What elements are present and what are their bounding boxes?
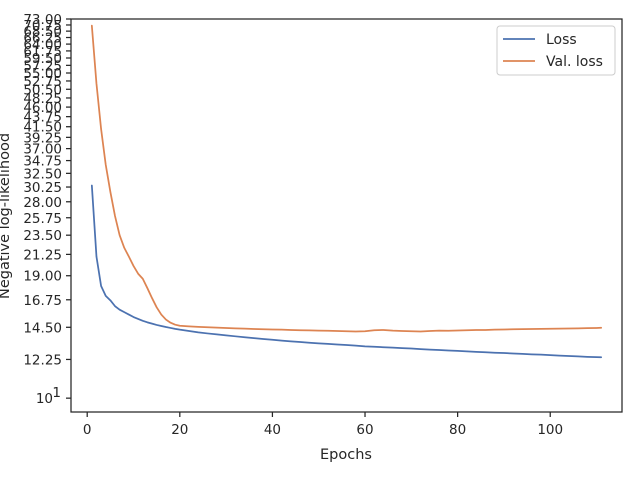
x-tick-label: 60	[356, 422, 373, 438]
y-axis-label: Negative log-likelihood	[0, 133, 13, 299]
x-axis-ticks: 0 20 40 60 80 100	[83, 412, 563, 438]
series-line-loss	[90, 184, 603, 359]
plot-frame	[70, 18, 623, 413]
y-tick-label: 68.50	[23, 24, 62, 40]
y-tick-label: 66.25	[23, 31, 62, 47]
x-axis-label: Epochs	[320, 447, 372, 463]
y-tick-label: 23.50	[23, 228, 62, 244]
y-axis-ticks: 10 1 12.25 14.50 16.75 19.00 21.25 23.5025.7528…	[23, 12, 71, 407]
x-tick-label: 0	[83, 422, 92, 438]
x-tick-label: 80	[449, 422, 466, 438]
series-line-val-loss	[90, 24, 603, 333]
y-tick-label: 52.75	[23, 74, 62, 90]
legend-label-loss: Loss	[546, 32, 577, 48]
y-tick-label: 16.75	[23, 293, 62, 309]
y-tick-label: 14.50	[23, 320, 62, 336]
y-tick-label: 64.00	[23, 37, 62, 53]
y-tick-label: 46.00	[23, 100, 62, 116]
y-tick-label: 19.00	[23, 269, 62, 285]
y-tick-label: 34.75	[23, 154, 62, 170]
x-tick-label: 100	[537, 422, 563, 438]
y-tick-label: 28.00	[23, 195, 62, 211]
y-tick-label: 30.25	[23, 180, 62, 196]
y-tick-label: 73.00	[23, 12, 62, 28]
y-tick-label: 57.25	[23, 58, 62, 74]
y-tick-label: 25.75	[23, 211, 62, 227]
series-layer	[90, 24, 603, 359]
x-tick-label: 20	[171, 422, 188, 438]
y-tick-label: 12.25	[23, 352, 62, 368]
y-tick-label: 61.75	[23, 44, 62, 60]
y-tick-label: 39.25	[23, 130, 62, 146]
legend: Loss Val. loss	[496, 25, 616, 76]
y-tick-label: 70.75	[23, 18, 62, 34]
y-tick-label: 59.50	[23, 51, 62, 67]
y-tick-exponent: 1	[52, 385, 61, 401]
y-tick-label: 50.50	[23, 82, 62, 98]
y-tick-label: 10	[36, 391, 53, 407]
legend-label-val-loss: Val. loss	[546, 54, 603, 70]
y-tick-label: 32.50	[23, 166, 62, 182]
y-tick-label: 55.00	[23, 66, 62, 82]
y-tick-label: 41.50	[23, 120, 62, 136]
y-tick-label: 43.75	[23, 110, 62, 126]
x-tick-label: 40	[264, 422, 281, 438]
y-tick-label: 37.00	[23, 142, 62, 158]
y-tick-label: 48.25	[23, 91, 62, 107]
y-tick-label: 21.25	[23, 247, 62, 263]
